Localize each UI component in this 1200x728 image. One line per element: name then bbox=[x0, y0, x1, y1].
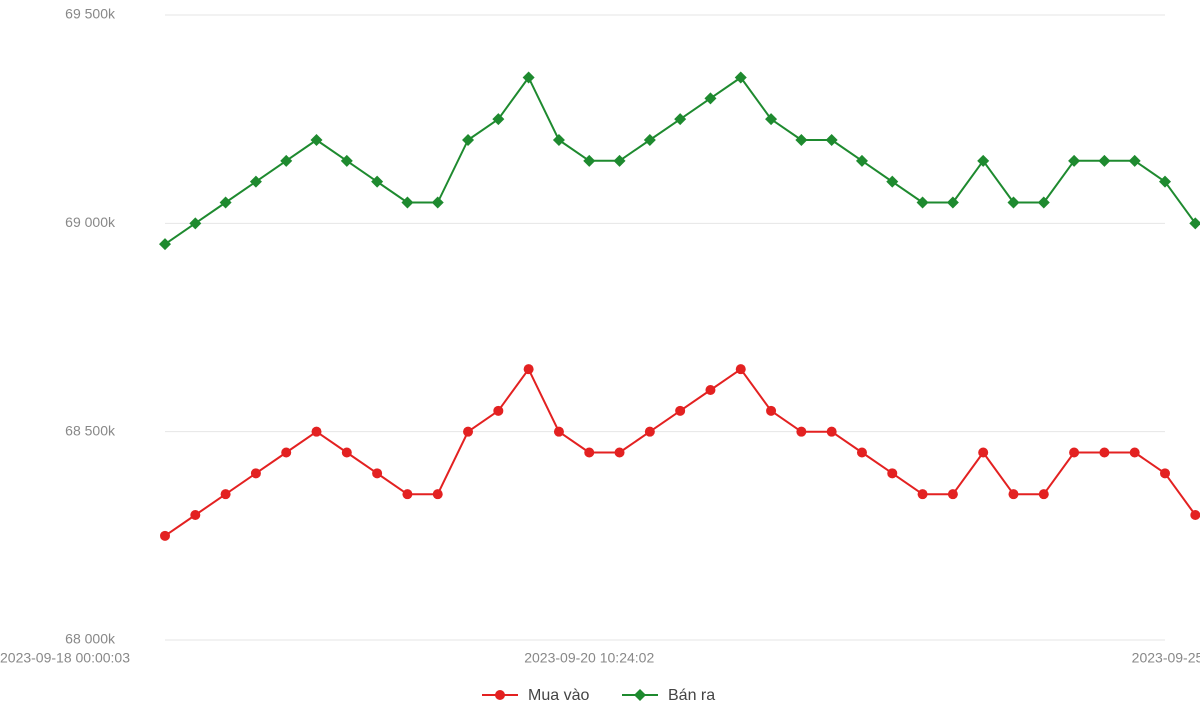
series-marker-mua_vao bbox=[463, 427, 473, 437]
series-marker-mua_vao bbox=[1008, 489, 1018, 499]
series-marker-mua_vao bbox=[736, 364, 746, 374]
series-marker-mua_vao bbox=[857, 448, 867, 458]
series-marker-mua_vao bbox=[1069, 448, 1079, 458]
series-marker-mua_vao bbox=[766, 406, 776, 416]
series-marker-mua_vao bbox=[281, 448, 291, 458]
series-marker-mua_vao bbox=[948, 489, 958, 499]
y-tick-label: 68 500k bbox=[65, 422, 116, 438]
series-marker-mua_vao bbox=[1099, 448, 1109, 458]
series-marker-mua_vao bbox=[251, 468, 261, 478]
y-tick-label: 68 000k bbox=[65, 631, 116, 647]
legend-label-mua_vao: Mua vào bbox=[528, 687, 589, 704]
series-marker-mua_vao bbox=[342, 448, 352, 458]
series-marker-mua_vao bbox=[221, 489, 231, 499]
chart-svg: 68 000k 68 500k 69 000k 69 500k 2023-09-18 0… bbox=[0, 0, 1200, 728]
series-marker-mua_vao bbox=[978, 448, 988, 458]
series-marker-mua_vao bbox=[705, 385, 715, 395]
x-tick-label: 2023-09-20 10:24:02 bbox=[524, 649, 654, 665]
series-marker-mua_vao bbox=[190, 510, 200, 520]
x-tick-label: 2023-09-25 10:... bbox=[1132, 649, 1200, 665]
series-marker-mua_vao bbox=[675, 406, 685, 416]
series-marker-mua_vao bbox=[1190, 510, 1200, 520]
series-marker-mua_vao bbox=[312, 427, 322, 437]
series-marker-mua_vao bbox=[160, 531, 170, 541]
series-marker-mua_vao bbox=[615, 448, 625, 458]
series-marker-mua_vao bbox=[433, 489, 443, 499]
series-marker-mua_vao bbox=[584, 448, 594, 458]
series-marker-mua_vao bbox=[402, 489, 412, 499]
legend-label-ban_ra: Bán ra bbox=[668, 687, 715, 704]
series-marker-mua_vao bbox=[524, 364, 534, 374]
series-marker-mua_vao bbox=[827, 427, 837, 437]
x-tick-label: 2023-09-18 00:00:03 bbox=[0, 649, 130, 665]
series-marker-mua_vao bbox=[1039, 489, 1049, 499]
series-marker-mua_vao bbox=[796, 427, 806, 437]
series-marker-mua_vao bbox=[493, 406, 503, 416]
price-line-chart: 68 000k 68 500k 69 000k 69 500k 2023-09-18 0… bbox=[0, 0, 1200, 728]
y-tick-label: 69 500k bbox=[65, 6, 116, 22]
series-marker-mua_vao bbox=[1130, 448, 1140, 458]
series-marker-mua_vao bbox=[554, 427, 564, 437]
y-tick-label: 69 000k bbox=[65, 214, 116, 230]
series-marker-mua_vao bbox=[1160, 468, 1170, 478]
series-marker-mua_vao bbox=[918, 489, 928, 499]
series-marker-mua_vao bbox=[372, 468, 382, 478]
series-marker-mua_vao bbox=[645, 427, 655, 437]
series-marker-mua_vao bbox=[887, 468, 897, 478]
